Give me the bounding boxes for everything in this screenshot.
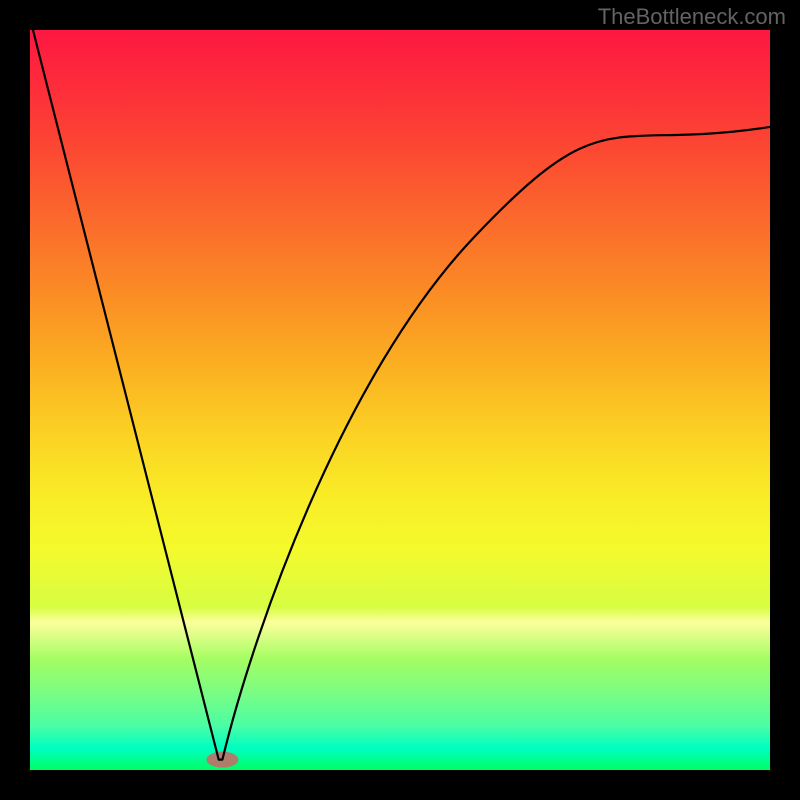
chart-container: TheBottleneck.com (0, 0, 800, 800)
plot-background (30, 30, 770, 770)
bottleneck-chart (0, 0, 800, 800)
watermark-text: TheBottleneck.com (598, 4, 786, 30)
